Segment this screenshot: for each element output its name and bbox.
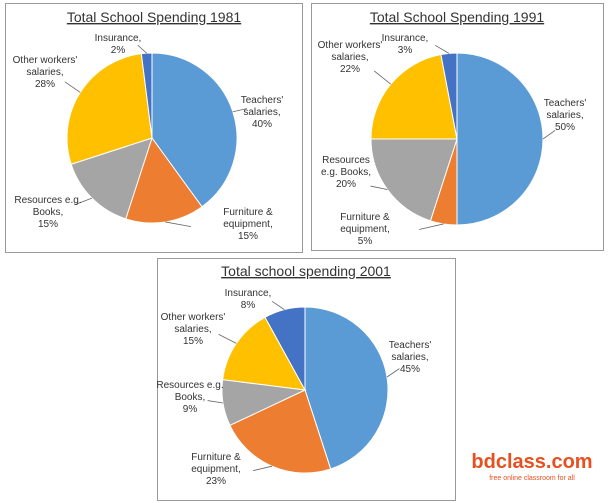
slice-name: Furniture & equipment, xyxy=(191,452,241,475)
slice-name: Insurance, xyxy=(381,33,429,44)
slice-label-box: Other workers' salaries, 28% xyxy=(11,55,79,91)
slice-value: 2% xyxy=(110,45,126,56)
leader-line xyxy=(542,129,556,140)
slice-name: Other workers' salaries, xyxy=(160,312,226,335)
slice-value: 8% xyxy=(240,300,256,311)
pie-slice xyxy=(370,138,458,222)
pie-slice xyxy=(222,316,306,391)
slice-value: 20% xyxy=(335,179,356,190)
slice-label: Insurance,8% xyxy=(208,288,288,312)
slice-value: 15% xyxy=(237,231,258,242)
slice-name: Teachers' salaries, xyxy=(240,95,284,118)
slice-label-box: Insurance, 2% xyxy=(84,33,152,57)
leader-line xyxy=(74,197,93,206)
slice-label-box: Other workers' salaries, 15% xyxy=(153,312,233,348)
slice-name: Teachers' salaries, xyxy=(543,98,587,121)
slice-name: Other workers' salaries, xyxy=(12,55,78,78)
slice-label: Furniture & equipment,5% xyxy=(332,212,398,248)
slice-name: Furniture & equipment, xyxy=(223,207,273,230)
slice-label-box: Teachers' salaries, 50% xyxy=(532,98,598,134)
slice-label-box: Resources e.g. Books, 15% xyxy=(14,195,82,231)
slice-name: Insurance, xyxy=(224,288,272,299)
leader-line xyxy=(386,368,400,378)
pie-slice xyxy=(456,52,544,226)
slice-label: Furniture & equipment,23% xyxy=(176,452,256,488)
leader-line xyxy=(271,300,285,310)
slice-label: Furniture & equipment,15% xyxy=(214,207,282,243)
slice-label-box: Teachers' salaries, 45% xyxy=(370,340,450,376)
slice-value: 9% xyxy=(182,404,198,415)
leader-line xyxy=(419,223,444,230)
slice-value: 15% xyxy=(37,219,58,230)
slice-name: Resources e.g. Books, xyxy=(14,195,82,218)
slice-label-box: Furniture & equipment, 5% xyxy=(332,212,398,248)
slice-label-box: Teachers' salaries, 40% xyxy=(228,95,296,131)
slice-name: Furniture & equipment, xyxy=(340,212,390,235)
slice-label-box: Insurance, 3% xyxy=(372,33,438,57)
slice-label-box: Furniture & equipment, 23% xyxy=(176,452,256,488)
slice-value: 40% xyxy=(251,119,272,130)
leader-line xyxy=(137,44,147,54)
leader-line xyxy=(64,81,81,93)
slice-value: 23% xyxy=(205,476,226,487)
slice-label-box: Other workers' salaries, 22% xyxy=(317,40,383,76)
pie-slice xyxy=(304,306,389,470)
chart-title: Total school spending 2001 xyxy=(221,263,391,279)
leader-line xyxy=(165,221,192,227)
slice-value: 45% xyxy=(399,364,420,375)
slice-label-box: Resources e.g. Books, 9% xyxy=(150,380,230,416)
pie-slice xyxy=(151,52,238,208)
leader-line xyxy=(252,465,273,472)
slice-value: 28% xyxy=(34,79,55,90)
slice-label: Teachers' salaries,45% xyxy=(370,340,450,376)
leader-line xyxy=(435,44,450,54)
slice-value: 3% xyxy=(397,45,413,56)
pie-slice xyxy=(66,53,153,165)
slice-label: Teachers' salaries,50% xyxy=(532,98,598,134)
slice-name: Resources e.g. Books, xyxy=(320,155,372,178)
slice-label: Insurance,3% xyxy=(372,33,438,57)
slice-label: Resources e.g. Books,20% xyxy=(313,155,379,191)
leader-line xyxy=(232,108,248,113)
slice-label-box: Furniture & equipment, 15% xyxy=(214,207,282,243)
slice-value: 15% xyxy=(182,336,203,347)
slice-name: Insurance, xyxy=(94,33,142,44)
slice-label: Other workers' salaries,28% xyxy=(11,55,79,91)
chart-title: Total School Spending 1981 xyxy=(67,9,242,25)
leader-line xyxy=(207,400,224,404)
slice-label: Resources e.g. Books,9% xyxy=(150,380,230,416)
leader-line xyxy=(370,185,388,190)
slice-label-box: Resources e.g. Books, 20% xyxy=(313,155,379,191)
slice-label: Resources e.g. Books,15% xyxy=(14,195,82,231)
slice-name: Other workers' salaries, xyxy=(317,40,383,63)
slice-value: 22% xyxy=(339,64,360,75)
leader-line xyxy=(218,334,237,344)
slice-label-box: Insurance, 8% xyxy=(208,288,288,312)
slice-label: Other workers' salaries,22% xyxy=(317,40,383,76)
chart-title: Total School Spending 1991 xyxy=(370,9,545,25)
slice-name: Teachers' salaries, xyxy=(388,340,432,363)
watermark-tagline: free online classroom for all xyxy=(489,475,575,482)
slice-name: Resources e.g. Books, xyxy=(156,380,224,403)
watermark-brand: bdclass.com xyxy=(471,451,592,473)
slice-label: Other workers' salaries,15% xyxy=(153,312,233,348)
slice-value: 5% xyxy=(357,236,373,247)
pie-slice xyxy=(125,136,203,224)
slice-value: 50% xyxy=(554,122,575,133)
slice-label: Insurance,2% xyxy=(84,33,152,57)
leader-line xyxy=(373,70,391,85)
pie-slice xyxy=(140,52,153,139)
slice-label: Teachers' salaries,40% xyxy=(228,95,296,131)
